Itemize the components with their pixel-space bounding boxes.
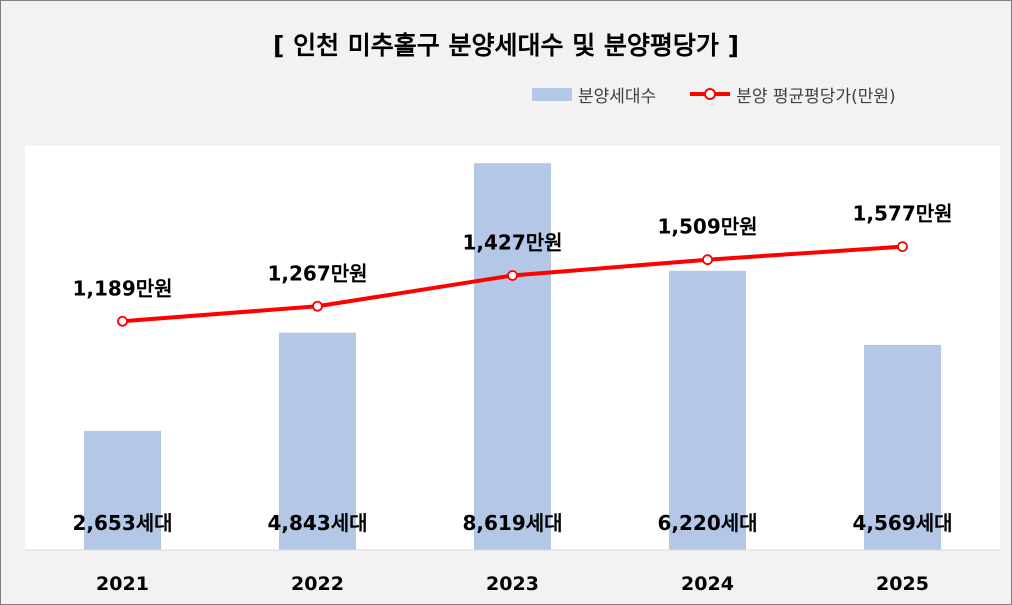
price-point-2024 — [702, 254, 713, 266]
bar-data-label-2022: 4,843세대 — [267, 511, 367, 535]
legend-line-swatch — [690, 86, 731, 102]
price-data-label-2023: 1,427만원 — [462, 230, 562, 254]
chart-title: [ 인천 미추홀구 분양세대수 및 분양평당가 ] — [272, 31, 740, 60]
bar-data-label-2023: 8,619세대 — [462, 511, 562, 535]
x-tick-label-2025: 2025 — [876, 573, 929, 595]
price-data-label-2025: 1,577만원 — [852, 202, 952, 226]
price-point-2022 — [312, 300, 323, 312]
x-tick-label-2021: 2021 — [96, 573, 149, 595]
bar-data-label-2024: 6,220세대 — [657, 511, 757, 535]
bar-data-label-2025: 4,569세대 — [852, 511, 952, 535]
price-point-2025 — [897, 241, 908, 253]
price-point-2021 — [117, 315, 128, 327]
bar-2025 — [864, 344, 941, 550]
price-point-2023 — [507, 270, 518, 281]
x-tick-label-2022: 2022 — [291, 573, 344, 595]
bar-2024 — [669, 270, 746, 550]
price-data-label-2024: 1,509만원 — [657, 215, 757, 239]
price-data-label-2021: 1,189만원 — [72, 276, 172, 300]
legend-bar-swatch — [532, 87, 572, 101]
bar-2022 — [279, 332, 356, 550]
bar-2021 — [84, 430, 161, 550]
price-data-label-2022: 1,267만원 — [267, 261, 367, 285]
x-tick-label-2024: 2024 — [681, 573, 734, 595]
bar-2023 — [474, 163, 551, 550]
bar-data-label-2021: 2,653세대 — [72, 511, 172, 535]
x-tick-label-2023: 2023 — [486, 573, 539, 595]
chart-legend: 분양세대수 분양 평균평당가(만원) — [532, 82, 896, 107]
legend-line-label: 분양 평균평당가(만원) — [736, 86, 896, 107]
legend-bar-label: 분양세대수 — [578, 86, 657, 107]
